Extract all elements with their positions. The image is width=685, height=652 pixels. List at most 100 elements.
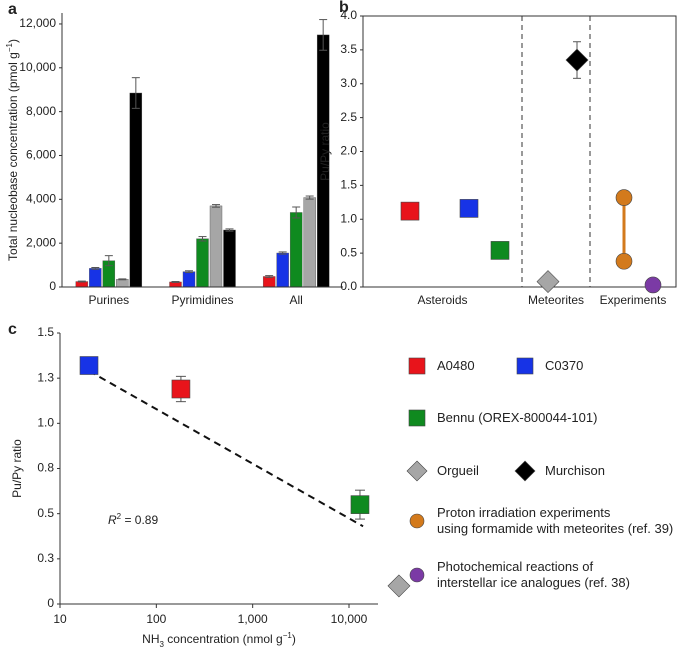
bar: [276, 252, 289, 288]
legend-label: Orgueil: [437, 463, 479, 478]
error-bar: [171, 281, 180, 283]
legend-label: Proton irradiation experiments using for…: [437, 505, 674, 536]
error-bar: [265, 275, 274, 278]
plot-frame: [362, 15, 677, 288]
error-bar: [77, 280, 86, 283]
y-tick-label: 0.5: [37, 506, 54, 520]
circle-marker: [644, 276, 662, 294]
bar: [289, 212, 303, 288]
y-tick-label: 2.5: [340, 110, 357, 124]
square-marker: [79, 356, 99, 375]
y-tick-label: 4.0: [340, 8, 357, 22]
y-tick-label: 0.5: [340, 245, 357, 259]
legend-item: A0480: [405, 350, 475, 382]
x-tick-label: 10: [53, 612, 67, 626]
error-bar: [212, 204, 220, 208]
legend-marker: [408, 357, 426, 375]
y-tick-label: 12,000: [19, 16, 56, 30]
annotation-part: = 0.89: [121, 513, 158, 527]
y-axis-title-part: ): [6, 39, 20, 43]
circle-marker: [409, 513, 425, 529]
bar: [223, 229, 236, 288]
panel-label: b: [339, 0, 349, 16]
error-bar: [104, 255, 113, 267]
y-tick-label: 0: [47, 596, 54, 610]
diamond-marker: [536, 270, 560, 294]
bar: [116, 279, 129, 288]
diamond-marker: [387, 574, 411, 598]
legend-item: Photochemical reactions of interstellar …: [405, 559, 630, 591]
square-marker: [516, 357, 534, 375]
y-axis-title: Pu/Py ratio: [10, 439, 24, 498]
error-bar: [91, 266, 100, 270]
bar: [196, 238, 209, 288]
error-bar: [305, 195, 314, 200]
legend-label: Photochemical reactions of interstellar …: [437, 559, 630, 590]
x-tick-label: 10,000: [331, 612, 368, 626]
y-tick-label: 1.0: [340, 211, 357, 225]
panel-label: c: [8, 321, 17, 338]
y-axis-title-part: −1: [5, 42, 14, 52]
annotation: R2 = 0.89: [108, 512, 158, 528]
circle-marker: [409, 567, 425, 583]
x-tick-label: Pyrimidines: [171, 293, 233, 307]
square-marker: [459, 199, 479, 218]
x-tick-label: Asteroids: [417, 293, 467, 307]
x-axis-title-part: NH: [142, 632, 159, 646]
diamond-marker: [514, 460, 536, 482]
circle-marker: [615, 189, 633, 206]
legend-label: C0370: [545, 358, 584, 373]
y-axis-title-part: Total nucleobase concentration (pmol g: [6, 52, 20, 261]
error-bar: [185, 270, 193, 274]
legend-marker: [409, 513, 425, 529]
circle-marker: [615, 252, 633, 270]
square-marker: [490, 241, 510, 260]
bar: [89, 268, 102, 288]
y-axis-title: Pu/Py ratio: [318, 122, 332, 181]
legend-marker: [406, 460, 428, 482]
square-marker: [408, 357, 426, 375]
y-tick-label: 0: [49, 279, 56, 293]
legend-label: A0480: [437, 358, 475, 373]
legend-item: Proton irradiation experiments using for…: [405, 505, 673, 537]
bar: [262, 276, 276, 288]
square-marker: [350, 495, 370, 514]
x-axis-title-part: −1: [283, 631, 293, 640]
y-tick-label: 6,000: [26, 148, 56, 162]
y-tick-label: 0.3: [37, 551, 54, 565]
legend-label: Murchison: [545, 463, 605, 478]
y-tick-label: 10,000: [19, 60, 56, 74]
y-tick-label: 8,000: [26, 104, 56, 118]
square-marker: [400, 201, 420, 221]
legend-marker: [408, 409, 426, 427]
y-tick-label: 1.5: [37, 325, 54, 339]
annotation-part: R: [108, 513, 117, 527]
y-tick-label: 3.5: [340, 42, 357, 56]
x-tick-label: All: [289, 293, 302, 307]
y-axis-title: Total nucleobase concentration (pmol g−1…: [5, 39, 21, 261]
y-tick-label: 1.3: [37, 370, 54, 384]
y-tick-label: 1.5: [340, 178, 357, 192]
y-tick-label: 3.0: [340, 76, 357, 90]
x-axis-title-part: concentration (nmol g: [164, 632, 283, 646]
x-axis-title-part: ): [292, 632, 296, 646]
y-tick-label: 2.0: [340, 144, 357, 158]
x-tick-label: Meteorites: [528, 293, 584, 307]
legend-marker: [514, 460, 536, 482]
y-tick-label: 4,000: [26, 191, 56, 205]
x-axis-title-part: 3: [160, 640, 165, 649]
bar: [182, 271, 196, 288]
legend-item: C0370: [513, 350, 583, 382]
error-bar: [131, 77, 140, 109]
legend-item: Orgueil: [405, 455, 479, 487]
square-marker: [408, 409, 426, 427]
bar: [303, 197, 316, 288]
error-bar: [319, 19, 328, 51]
bar: [209, 205, 223, 288]
error-bar: [198, 236, 207, 242]
y-tick-label: 0.8: [37, 461, 54, 475]
legend-marker: [409, 567, 425, 583]
annotation-part: 2: [117, 512, 122, 521]
